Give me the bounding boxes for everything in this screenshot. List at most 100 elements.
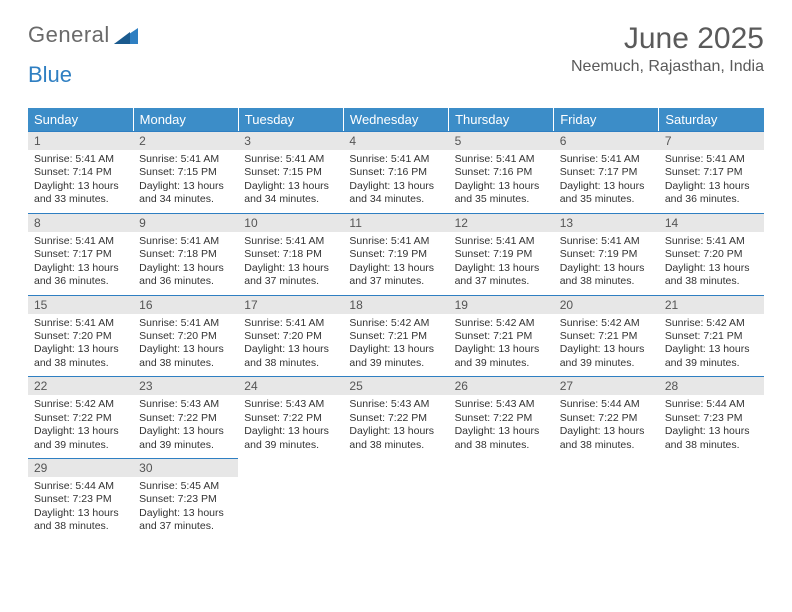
- calendar-cell: 17Sunrise: 5:41 AMSunset: 7:20 PMDayligh…: [238, 295, 343, 377]
- day-number: 27: [554, 377, 659, 395]
- calendar-cell: 3Sunrise: 5:41 AMSunset: 7:15 PMDaylight…: [238, 131, 343, 213]
- day-number: 15: [28, 296, 133, 314]
- calendar-cell: 1Sunrise: 5:41 AMSunset: 7:14 PMDaylight…: [28, 131, 133, 213]
- day-info: Sunrise: 5:42 AMSunset: 7:22 PMDaylight:…: [28, 395, 133, 458]
- weekday-header: Monday: [133, 108, 238, 131]
- calendar-cell: [449, 458, 554, 540]
- day-number: 4: [343, 132, 448, 150]
- calendar-cell: 10Sunrise: 5:41 AMSunset: 7:18 PMDayligh…: [238, 213, 343, 295]
- day-info: Sunrise: 5:42 AMSunset: 7:21 PMDaylight:…: [659, 314, 764, 377]
- calendar-cell: 22Sunrise: 5:42 AMSunset: 7:22 PMDayligh…: [28, 376, 133, 458]
- weekday-header: Saturday: [659, 108, 764, 131]
- day-number: 19: [449, 296, 554, 314]
- day-info: Sunrise: 5:41 AMSunset: 7:19 PMDaylight:…: [449, 232, 554, 295]
- calendar-cell: 13Sunrise: 5:41 AMSunset: 7:19 PMDayligh…: [554, 213, 659, 295]
- day-info: Sunrise: 5:44 AMSunset: 7:23 PMDaylight:…: [28, 477, 133, 540]
- day-number: 26: [449, 377, 554, 395]
- calendar-cell: 29Sunrise: 5:44 AMSunset: 7:23 PMDayligh…: [28, 458, 133, 540]
- calendar-cell: 23Sunrise: 5:43 AMSunset: 7:22 PMDayligh…: [133, 376, 238, 458]
- day-number: 9: [133, 214, 238, 232]
- weekday-header: Friday: [554, 108, 659, 131]
- day-info: Sunrise: 5:43 AMSunset: 7:22 PMDaylight:…: [343, 395, 448, 458]
- day-number: 5: [449, 132, 554, 150]
- calendar-row: 29Sunrise: 5:44 AMSunset: 7:23 PMDayligh…: [28, 458, 764, 540]
- calendar-cell: 26Sunrise: 5:43 AMSunset: 7:22 PMDayligh…: [449, 376, 554, 458]
- day-number: 2: [133, 132, 238, 150]
- day-info: Sunrise: 5:41 AMSunset: 7:20 PMDaylight:…: [659, 232, 764, 295]
- calendar-cell: 30Sunrise: 5:45 AMSunset: 7:23 PMDayligh…: [133, 458, 238, 540]
- day-info: Sunrise: 5:41 AMSunset: 7:18 PMDaylight:…: [133, 232, 238, 295]
- day-number: 21: [659, 296, 764, 314]
- calendar-cell: 8Sunrise: 5:41 AMSunset: 7:17 PMDaylight…: [28, 213, 133, 295]
- day-info: Sunrise: 5:43 AMSunset: 7:22 PMDaylight:…: [133, 395, 238, 458]
- day-number: 30: [133, 459, 238, 477]
- calendar-cell: 19Sunrise: 5:42 AMSunset: 7:21 PMDayligh…: [449, 295, 554, 377]
- day-number: 29: [28, 459, 133, 477]
- day-number: 24: [238, 377, 343, 395]
- calendar-cell: 7Sunrise: 5:41 AMSunset: 7:17 PMDaylight…: [659, 131, 764, 213]
- weekday-header: Wednesday: [343, 108, 448, 131]
- calendar-cell: 5Sunrise: 5:41 AMSunset: 7:16 PMDaylight…: [449, 131, 554, 213]
- calendar-cell: 2Sunrise: 5:41 AMSunset: 7:15 PMDaylight…: [133, 131, 238, 213]
- day-info: Sunrise: 5:41 AMSunset: 7:20 PMDaylight:…: [28, 314, 133, 377]
- weekday-header: Tuesday: [238, 108, 343, 131]
- calendar-cell: 14Sunrise: 5:41 AMSunset: 7:20 PMDayligh…: [659, 213, 764, 295]
- day-number: 18: [343, 296, 448, 314]
- day-info: Sunrise: 5:42 AMSunset: 7:21 PMDaylight:…: [343, 314, 448, 377]
- calendar-cell: [659, 458, 764, 540]
- day-number: 12: [449, 214, 554, 232]
- logo: General: [28, 22, 138, 48]
- day-info: Sunrise: 5:43 AMSunset: 7:22 PMDaylight:…: [238, 395, 343, 458]
- day-number: 25: [343, 377, 448, 395]
- calendar-cell: 6Sunrise: 5:41 AMSunset: 7:17 PMDaylight…: [554, 131, 659, 213]
- day-number: 28: [659, 377, 764, 395]
- day-info: Sunrise: 5:45 AMSunset: 7:23 PMDaylight:…: [133, 477, 238, 540]
- day-number: 11: [343, 214, 448, 232]
- day-number: 17: [238, 296, 343, 314]
- day-number: 14: [659, 214, 764, 232]
- page-title: June 2025: [571, 22, 764, 56]
- calendar-row: 15Sunrise: 5:41 AMSunset: 7:20 PMDayligh…: [28, 295, 764, 377]
- day-info: Sunrise: 5:44 AMSunset: 7:22 PMDaylight:…: [554, 395, 659, 458]
- calendar-row: 1Sunrise: 5:41 AMSunset: 7:14 PMDaylight…: [28, 131, 764, 213]
- day-info: Sunrise: 5:41 AMSunset: 7:16 PMDaylight:…: [449, 150, 554, 213]
- weekday-header: Thursday: [449, 108, 554, 131]
- calendar-cell: 21Sunrise: 5:42 AMSunset: 7:21 PMDayligh…: [659, 295, 764, 377]
- day-number: 10: [238, 214, 343, 232]
- calendar-cell: 11Sunrise: 5:41 AMSunset: 7:19 PMDayligh…: [343, 213, 448, 295]
- logo-text-1: General: [28, 22, 110, 48]
- day-info: Sunrise: 5:41 AMSunset: 7:19 PMDaylight:…: [554, 232, 659, 295]
- calendar-cell: 24Sunrise: 5:43 AMSunset: 7:22 PMDayligh…: [238, 376, 343, 458]
- day-number: 6: [554, 132, 659, 150]
- day-number: 3: [238, 132, 343, 150]
- day-info: Sunrise: 5:41 AMSunset: 7:20 PMDaylight:…: [133, 314, 238, 377]
- day-info: Sunrise: 5:41 AMSunset: 7:20 PMDaylight:…: [238, 314, 343, 377]
- calendar-cell: 4Sunrise: 5:41 AMSunset: 7:16 PMDaylight…: [343, 131, 448, 213]
- calendar-row: 22Sunrise: 5:42 AMSunset: 7:22 PMDayligh…: [28, 376, 764, 458]
- calendar-cell: 18Sunrise: 5:42 AMSunset: 7:21 PMDayligh…: [343, 295, 448, 377]
- day-number: 16: [133, 296, 238, 314]
- calendar-cell: 12Sunrise: 5:41 AMSunset: 7:19 PMDayligh…: [449, 213, 554, 295]
- calendar-row: 8Sunrise: 5:41 AMSunset: 7:17 PMDaylight…: [28, 213, 764, 295]
- day-info: Sunrise: 5:41 AMSunset: 7:15 PMDaylight:…: [238, 150, 343, 213]
- logo-text-2: Blue: [28, 62, 72, 87]
- day-number: 8: [28, 214, 133, 232]
- calendar-cell: [238, 458, 343, 540]
- day-number: 23: [133, 377, 238, 395]
- day-number: 1: [28, 132, 133, 150]
- weekday-header-row: SundayMondayTuesdayWednesdayThursdayFrid…: [28, 108, 764, 131]
- calendar-cell: 28Sunrise: 5:44 AMSunset: 7:23 PMDayligh…: [659, 376, 764, 458]
- day-info: Sunrise: 5:41 AMSunset: 7:17 PMDaylight:…: [554, 150, 659, 213]
- day-info: Sunrise: 5:41 AMSunset: 7:15 PMDaylight:…: [133, 150, 238, 213]
- calendar-cell: [554, 458, 659, 540]
- day-number: 7: [659, 132, 764, 150]
- calendar-body: 1Sunrise: 5:41 AMSunset: 7:14 PMDaylight…: [28, 131, 764, 540]
- calendar-cell: 16Sunrise: 5:41 AMSunset: 7:20 PMDayligh…: [133, 295, 238, 377]
- day-info: Sunrise: 5:41 AMSunset: 7:17 PMDaylight:…: [659, 150, 764, 213]
- day-number: 22: [28, 377, 133, 395]
- calendar-cell: 15Sunrise: 5:41 AMSunset: 7:20 PMDayligh…: [28, 295, 133, 377]
- day-info: Sunrise: 5:43 AMSunset: 7:22 PMDaylight:…: [449, 395, 554, 458]
- calendar-table: SundayMondayTuesdayWednesdayThursdayFrid…: [28, 108, 764, 540]
- day-info: Sunrise: 5:41 AMSunset: 7:19 PMDaylight:…: [343, 232, 448, 295]
- day-info: Sunrise: 5:42 AMSunset: 7:21 PMDaylight:…: [449, 314, 554, 377]
